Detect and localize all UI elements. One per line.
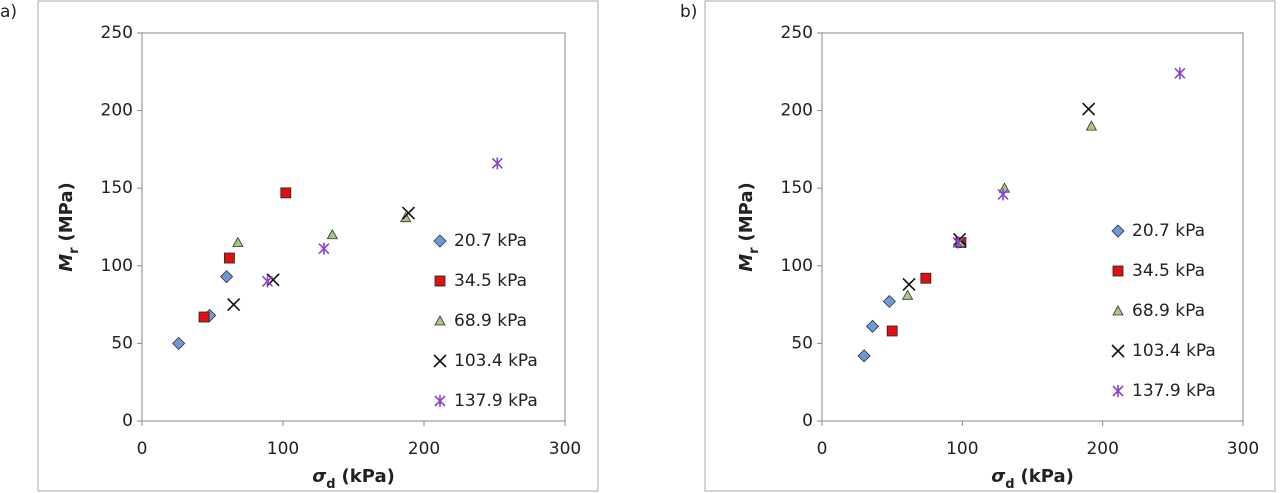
label-part: d xyxy=(1005,477,1014,492)
label-part: σ xyxy=(312,466,327,487)
marker xyxy=(198,311,210,323)
legend-label: 34.5 kPa xyxy=(454,271,527,291)
panel-label: a) xyxy=(0,2,17,22)
y-tick-label: 0 xyxy=(122,411,133,431)
marker xyxy=(433,234,447,248)
y-tick-label: 250 xyxy=(101,23,133,43)
marker xyxy=(1174,67,1186,80)
legend-label: 34.5 kPa xyxy=(1132,261,1205,281)
marker xyxy=(1112,305,1124,316)
legend-label: 103.4 kPa xyxy=(1132,341,1216,361)
label-part: M xyxy=(56,254,77,272)
marker xyxy=(1085,120,1098,131)
x-tick-label: 300 xyxy=(1227,439,1259,459)
marker xyxy=(1112,385,1124,397)
y-tick-label: 200 xyxy=(101,101,133,121)
legend-label: 137.9 kPa xyxy=(1132,381,1216,401)
marker xyxy=(326,228,339,240)
legend-label: 20.7 kPa xyxy=(1132,221,1205,241)
y-tick-label: 50 xyxy=(791,333,813,353)
label-part: r xyxy=(747,247,762,254)
label-part: σ xyxy=(991,466,1006,487)
y-tick-label: 150 xyxy=(781,178,813,198)
marker xyxy=(227,298,241,312)
marker xyxy=(952,232,967,246)
marker xyxy=(901,289,914,300)
y-axis-label: Mr (MPa) xyxy=(56,182,82,272)
legend-label: 137.9 kPa xyxy=(454,391,538,411)
marker xyxy=(261,275,274,288)
label-part: M xyxy=(736,254,757,272)
marker xyxy=(232,236,244,247)
marker xyxy=(857,349,871,363)
y-tick-label: 150 xyxy=(101,178,133,198)
marker xyxy=(998,182,1011,193)
marker xyxy=(318,242,330,255)
label-part: (kPa) xyxy=(342,466,395,487)
legend-label: 68.9 kPa xyxy=(1132,301,1205,321)
marker xyxy=(886,325,898,337)
label-part: (MPa) xyxy=(56,182,77,241)
plot-area xyxy=(821,32,1244,422)
marker xyxy=(434,395,446,407)
label-part: (kPa) xyxy=(1021,466,1074,487)
x-tick-label: 300 xyxy=(549,439,581,459)
marker xyxy=(280,187,292,199)
y-tick-label: 250 xyxy=(781,23,813,43)
legend-label: 68.9 kPa xyxy=(454,311,527,331)
marker xyxy=(172,336,186,350)
y-axis-label: Mr (MPa) xyxy=(736,182,762,272)
y-tick-label: 100 xyxy=(101,256,133,276)
marker xyxy=(865,319,880,333)
legend-label: 103.4 kPa xyxy=(454,351,538,371)
y-tick-label: 200 xyxy=(781,101,813,121)
marker xyxy=(220,270,234,284)
marker xyxy=(434,275,446,287)
marker xyxy=(882,294,896,309)
y-tick-label: 100 xyxy=(781,256,813,276)
y-tick-label: 50 xyxy=(111,333,133,353)
x-tick-label: 0 xyxy=(137,439,148,459)
marker xyxy=(920,272,932,284)
panel-border xyxy=(704,0,1276,492)
marker xyxy=(1112,265,1124,277)
panel-border xyxy=(37,0,599,492)
marker xyxy=(224,252,235,264)
x-tick-label: 200 xyxy=(408,439,440,459)
x-tick-label: 100 xyxy=(267,439,299,459)
marker xyxy=(434,315,446,326)
marker xyxy=(997,188,1009,201)
y-tick-label: 0 xyxy=(802,411,813,431)
marker xyxy=(401,206,416,220)
panel-label: b) xyxy=(680,2,697,22)
marker xyxy=(1111,224,1125,238)
legend-label: 20.7 kPa xyxy=(454,231,527,251)
marker xyxy=(952,236,964,249)
label-part: (MPa) xyxy=(736,182,757,241)
x-axis-label: σd (kPa) xyxy=(312,466,395,492)
label-part: r xyxy=(67,247,82,254)
x-tick-label: 0 xyxy=(817,439,828,459)
marker xyxy=(902,277,916,291)
x-tick-label: 100 xyxy=(946,439,978,459)
label-part: d xyxy=(326,477,335,492)
marker xyxy=(1082,102,1096,116)
marker xyxy=(491,157,503,170)
x-tick-label: 200 xyxy=(1086,439,1118,459)
plot-area xyxy=(141,32,566,422)
marker xyxy=(433,354,447,368)
x-axis-label: σd (kPa) xyxy=(991,466,1074,492)
marker xyxy=(1111,344,1125,358)
